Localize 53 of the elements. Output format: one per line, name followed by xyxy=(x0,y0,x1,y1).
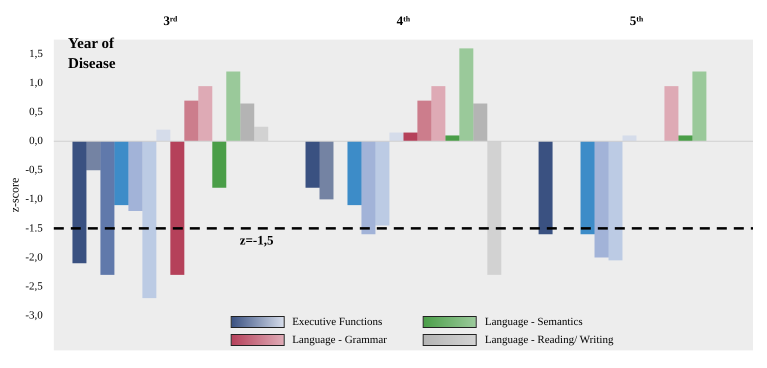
bar xyxy=(473,104,488,142)
x-tick-label: 3ʳᵈ xyxy=(163,13,178,28)
bar xyxy=(226,72,240,142)
y-tick-label: -3,0 xyxy=(25,309,44,322)
legend-label: Language - Semantics xyxy=(484,316,583,328)
bar xyxy=(156,130,170,142)
y-tick-label: -1.5 xyxy=(25,222,44,234)
legend-label: Executive Functions xyxy=(292,316,382,328)
bar xyxy=(347,141,362,206)
y-tick-label: -1,0 xyxy=(25,193,44,206)
bar xyxy=(320,141,334,200)
bar xyxy=(417,100,432,142)
x-tick-label: 4ᵗʰ xyxy=(396,13,411,28)
bar xyxy=(240,104,254,142)
bar xyxy=(114,141,128,206)
bar xyxy=(100,141,114,275)
x-axis-title: Year of Disease xyxy=(68,35,116,74)
y-tick-label: 1,0 xyxy=(29,77,44,90)
x-tick-label: 5ᵗʰ xyxy=(630,13,644,28)
bar xyxy=(389,132,404,142)
bar xyxy=(403,132,418,142)
bar xyxy=(361,141,376,234)
bar xyxy=(459,48,474,142)
y-tick-label: 0,5 xyxy=(29,106,44,118)
bar xyxy=(594,141,608,258)
bar xyxy=(170,141,184,275)
bar xyxy=(431,86,446,142)
y-axis-title: z-score xyxy=(7,178,22,212)
bar xyxy=(375,141,390,226)
y-tick-label: -0,5 xyxy=(25,164,44,176)
bar xyxy=(580,141,595,234)
bar xyxy=(198,86,212,142)
bar xyxy=(184,100,198,142)
bar xyxy=(306,141,320,188)
legend-label: Language - Reading/ Writing xyxy=(484,334,614,346)
y-tick-label: -2,5 xyxy=(25,280,44,292)
ref-line-label: z=-1,5 xyxy=(240,232,274,248)
bar xyxy=(86,141,100,170)
bar xyxy=(622,135,636,142)
bar xyxy=(445,135,460,142)
bar xyxy=(538,141,553,234)
legend-label: Language - Grammar xyxy=(292,334,387,346)
bar xyxy=(664,86,678,142)
bar xyxy=(608,141,622,260)
y-tick-label: 0,0 xyxy=(29,135,44,148)
bar xyxy=(72,141,86,264)
bar xyxy=(692,72,706,142)
bar xyxy=(142,141,156,298)
bar xyxy=(128,141,142,211)
y-tick-label: 1,5 xyxy=(29,48,44,60)
y-tick-label: -2,0 xyxy=(25,251,44,264)
bar xyxy=(678,135,692,142)
bar xyxy=(212,141,226,188)
